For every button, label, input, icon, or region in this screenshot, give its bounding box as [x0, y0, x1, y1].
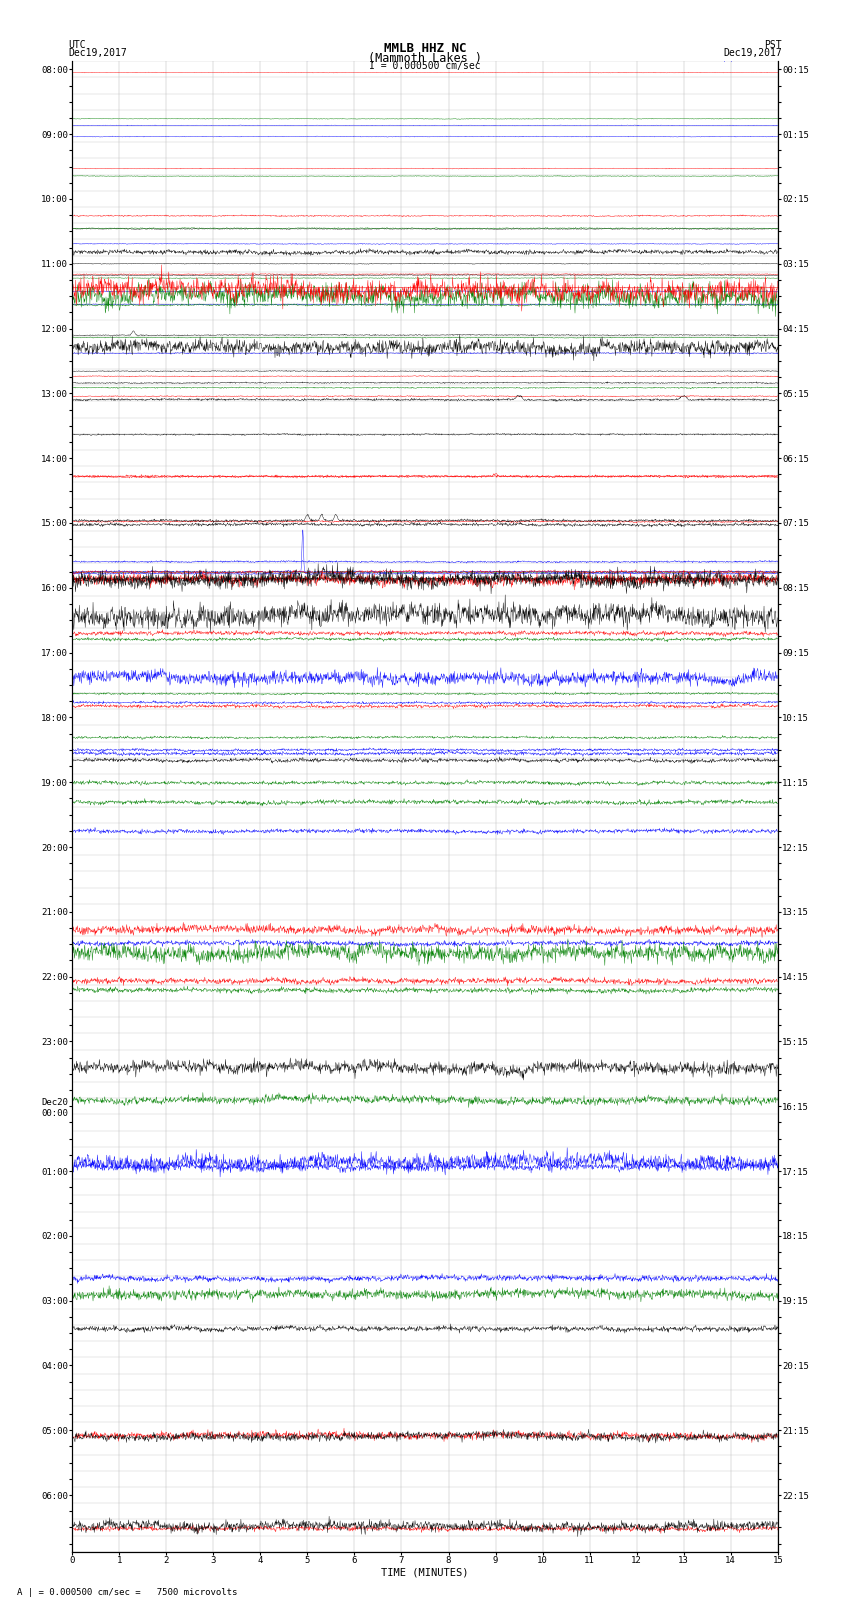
Text: UTC: UTC: [68, 40, 86, 50]
Text: MMLB HHZ NC: MMLB HHZ NC: [383, 42, 467, 55]
Text: Dec19,2017: Dec19,2017: [68, 48, 127, 58]
X-axis label: TIME (MINUTES): TIME (MINUTES): [382, 1568, 468, 1578]
Text: Dec19,2017: Dec19,2017: [723, 48, 782, 58]
Text: PST: PST: [764, 40, 782, 50]
Text: A | = 0.000500 cm/sec =   7500 microvolts: A | = 0.000500 cm/sec = 7500 microvolts: [17, 1587, 237, 1597]
Text: (Mammoth Lakes ): (Mammoth Lakes ): [368, 52, 482, 65]
Text: I = 0.000500 cm/sec: I = 0.000500 cm/sec: [369, 61, 481, 71]
